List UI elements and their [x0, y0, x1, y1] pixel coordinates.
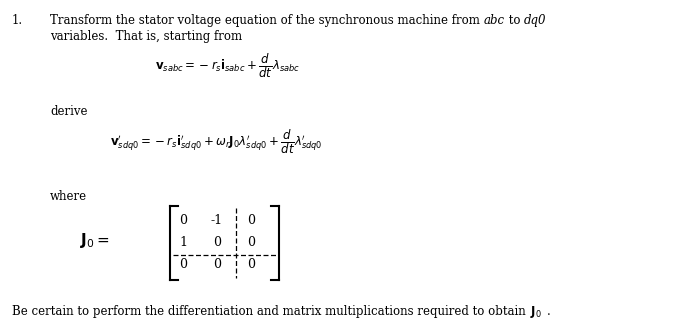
Text: 0: 0: [213, 258, 221, 272]
Text: 1.: 1.: [12, 14, 23, 27]
Text: dq0: dq0: [524, 14, 546, 27]
Text: Transform the stator voltage equation of the synchronous machine from: Transform the stator voltage equation of…: [50, 14, 484, 27]
Text: $\mathbf{v}^{\prime}_{sdq0} = -r_s\mathbf{i}^{\prime}_{sdq0} + \omega_r \mathbf{: $\mathbf{v}^{\prime}_{sdq0} = -r_s\mathb…: [110, 128, 322, 156]
Text: abc: abc: [484, 14, 505, 27]
Text: 0: 0: [247, 236, 255, 250]
Text: $\mathbf{J}_0 = $: $\mathbf{J}_0 = $: [80, 231, 110, 250]
Text: $\mathbf{J}_0$: $\mathbf{J}_0$: [530, 304, 541, 320]
Text: variables.  That is, starting from: variables. That is, starting from: [50, 30, 242, 43]
Text: 0: 0: [213, 236, 221, 250]
Text: 0: 0: [247, 258, 255, 272]
Text: to: to: [505, 14, 524, 27]
Text: derive: derive: [50, 105, 87, 118]
Text: -1: -1: [211, 215, 223, 228]
Text: where: where: [50, 190, 87, 203]
Text: Be certain to perform the differentiation and matrix multiplications required to: Be certain to perform the differentiatio…: [12, 305, 530, 318]
Text: $\mathbf{v}_{sabc} = -r_s\mathbf{i}_{sabc} + \dfrac{d}{dt}\lambda_{sabc}$: $\mathbf{v}_{sabc} = -r_s\mathbf{i}_{sab…: [155, 52, 300, 80]
Text: .: .: [546, 305, 551, 318]
Text: 0: 0: [179, 258, 187, 272]
Text: 1: 1: [179, 236, 187, 250]
Text: 0: 0: [179, 215, 187, 228]
Text: 0: 0: [247, 215, 255, 228]
